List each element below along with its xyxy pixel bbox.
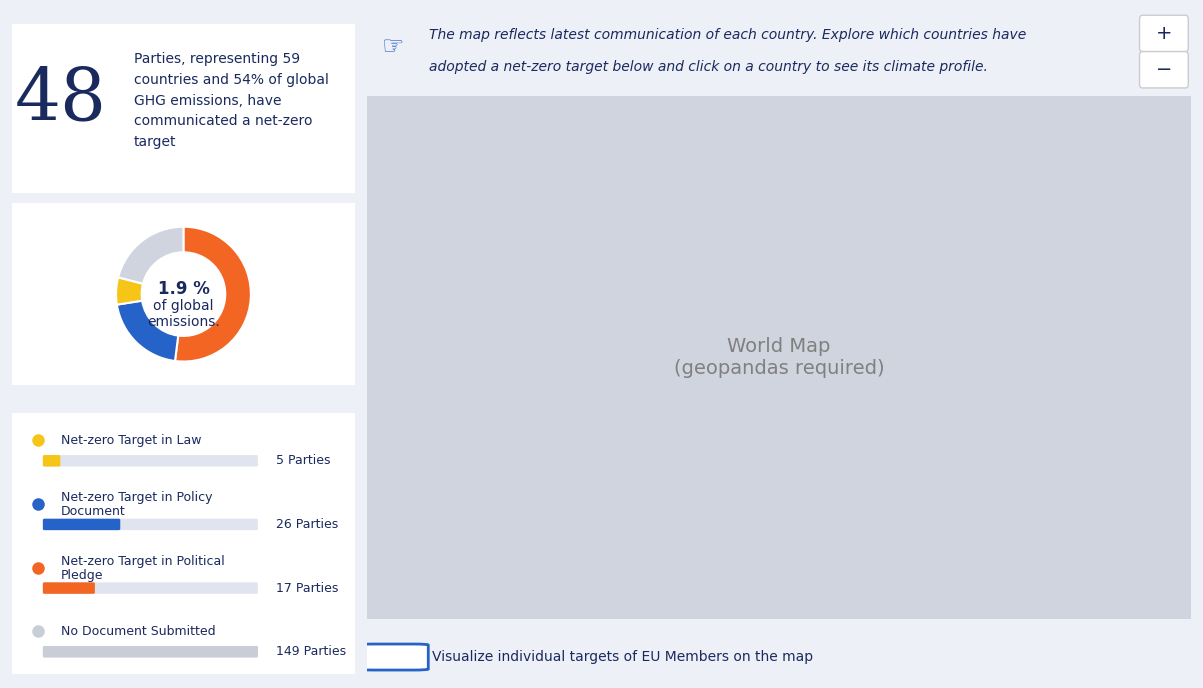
Text: Pledge: Pledge <box>61 569 103 582</box>
FancyBboxPatch shape <box>43 519 120 530</box>
Text: of global: of global <box>153 299 214 313</box>
Wedge shape <box>118 227 183 283</box>
Text: Net-zero Target in Law: Net-zero Target in Law <box>61 434 202 447</box>
Text: No Document Submitted: No Document Submitted <box>61 625 215 638</box>
Wedge shape <box>117 301 178 361</box>
FancyBboxPatch shape <box>43 646 257 658</box>
FancyBboxPatch shape <box>43 646 257 658</box>
Text: +: + <box>1156 24 1172 43</box>
FancyBboxPatch shape <box>43 582 95 594</box>
FancyBboxPatch shape <box>43 455 60 466</box>
Text: 26 Parties: 26 Parties <box>275 518 338 531</box>
Text: Net-zero Target in Policy: Net-zero Target in Policy <box>61 491 213 504</box>
Text: 149 Parties: 149 Parties <box>275 645 346 658</box>
Text: 17 Parties: 17 Parties <box>275 581 338 594</box>
Text: Net-zero Target in Political: Net-zero Target in Political <box>61 555 225 568</box>
FancyBboxPatch shape <box>43 519 257 530</box>
Wedge shape <box>174 227 251 361</box>
Text: The map reflects latest communication of each country. Explore which countries h: The map reflects latest communication of… <box>428 28 1026 42</box>
Text: ☞: ☞ <box>383 36 404 60</box>
Text: emissions.: emissions. <box>147 315 220 330</box>
FancyBboxPatch shape <box>1139 15 1189 52</box>
Text: adopted a net-zero target below and click on a country to see its climate profil: adopted a net-zero target below and clic… <box>428 60 988 74</box>
FancyBboxPatch shape <box>360 644 428 670</box>
Text: −: − <box>1156 61 1172 79</box>
Text: World Map
(geopandas required): World Map (geopandas required) <box>674 337 884 378</box>
Wedge shape <box>115 277 143 305</box>
Text: 1.9 %: 1.9 % <box>158 280 209 298</box>
Text: 48: 48 <box>16 65 107 136</box>
FancyBboxPatch shape <box>43 455 257 466</box>
Text: Parties, representing 59
countries and 54% of global
GHG emissions, have
communi: Parties, representing 59 countries and 5… <box>134 52 328 149</box>
Text: Visualize individual targets of EU Members on the map: Visualize individual targets of EU Membe… <box>432 650 813 664</box>
FancyBboxPatch shape <box>43 582 257 594</box>
Text: Document: Document <box>61 505 126 518</box>
Text: 5 Parties: 5 Parties <box>275 454 331 467</box>
FancyBboxPatch shape <box>1139 52 1189 88</box>
